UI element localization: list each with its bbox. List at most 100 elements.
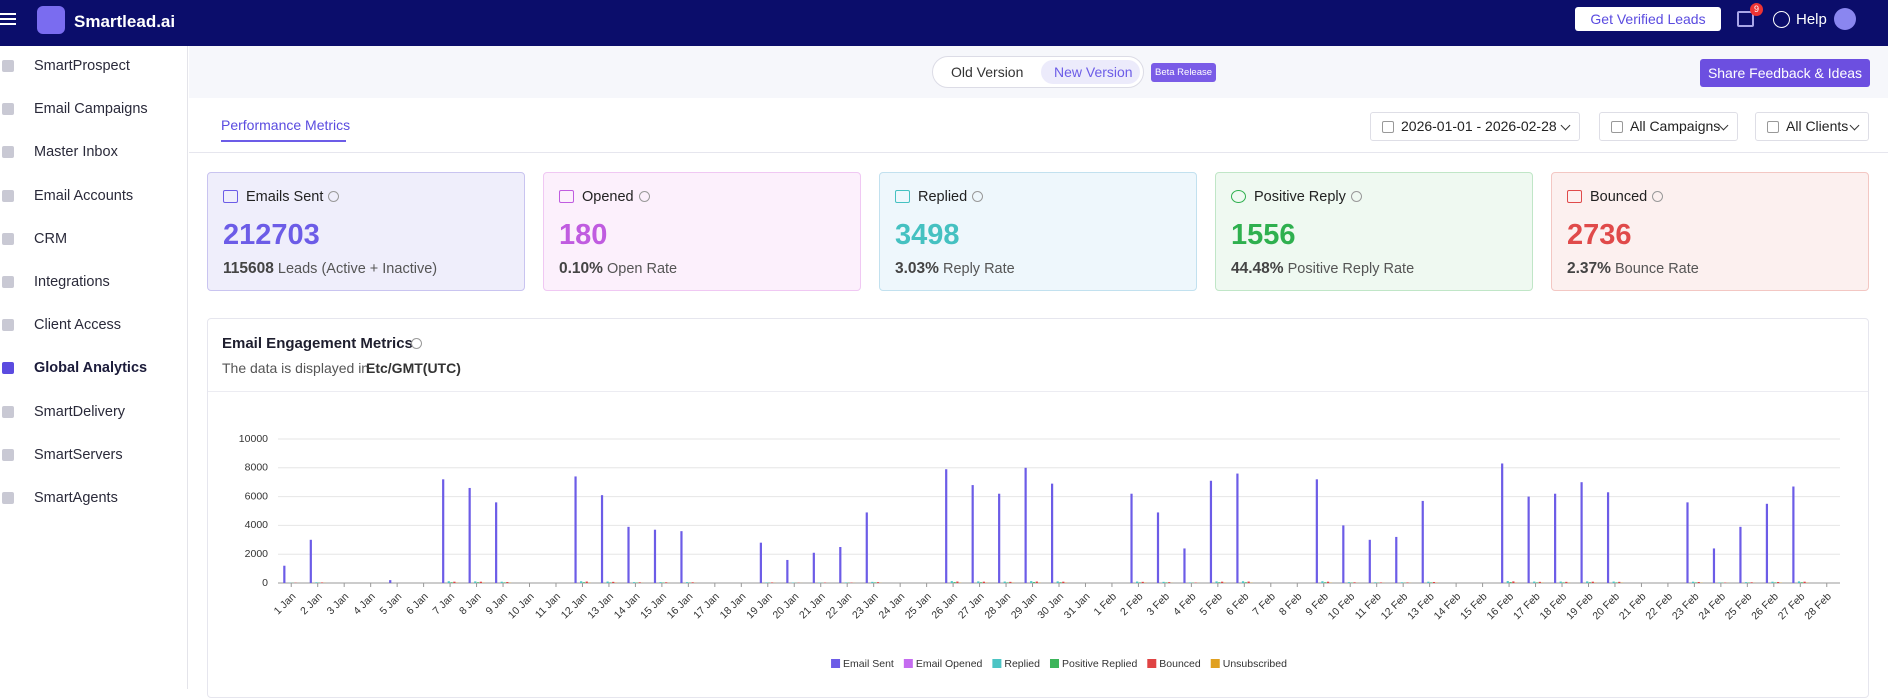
nav-item[interactable]: Email Accounts: [0, 185, 188, 209]
bar: [1766, 504, 1768, 583]
nav-item[interactable]: Global Analytics: [0, 357, 188, 381]
bar: [945, 469, 947, 583]
bar: [1422, 501, 1424, 583]
campaign-filter[interactable]: All Campaigns: [1599, 112, 1738, 141]
avatar[interactable]: [1834, 8, 1856, 30]
get-leads-button[interactable]: Get Verified Leads: [1575, 7, 1721, 31]
old-version[interactable]: Old Version: [951, 64, 1023, 80]
legend-swatch: [1211, 659, 1220, 668]
legend-label: Replied: [1004, 658, 1040, 670]
brand[interactable]: Smartlead.ai: [74, 12, 175, 32]
x-tick-label: 12 Feb: [1379, 590, 1411, 622]
share-button[interactable]: Share Feedback & Ideas: [1700, 59, 1870, 87]
legend-swatch: [992, 659, 1001, 668]
bar: [956, 582, 958, 583]
card-value: 212703: [223, 219, 320, 252]
card-sub-label: Reply Rate: [943, 261, 1015, 277]
new-version[interactable]: New Version: [1054, 64, 1133, 80]
client-filter[interactable]: All Clients: [1755, 112, 1869, 141]
legend-label: Bounced: [1159, 658, 1201, 670]
bar: [310, 540, 312, 583]
info-icon[interactable]: [1351, 191, 1362, 202]
bar: [495, 502, 497, 583]
bar: [1353, 582, 1355, 583]
bar: [983, 582, 985, 583]
card-sub: 115608 Leads (Active + Inactive): [223, 260, 437, 278]
card-label: Positive Reply: [1254, 189, 1362, 205]
bar: [813, 553, 815, 583]
bar: [1210, 481, 1212, 583]
nav-item[interactable]: Client Access: [0, 314, 188, 338]
help-link[interactable]: Help: [1796, 11, 1827, 28]
nav-item[interactable]: SmartServers: [0, 444, 188, 468]
bar: [1586, 581, 1588, 583]
bar: [1536, 582, 1538, 583]
menu-icon: [0, 23, 16, 25]
bar: [954, 582, 956, 583]
bar: [1245, 582, 1247, 583]
info-icon[interactable]: [1652, 191, 1663, 202]
bar: [1695, 582, 1697, 583]
bar: [972, 485, 974, 583]
x-tick-label: 29 Jan: [1009, 590, 1040, 621]
bar: [874, 582, 876, 583]
bar: [580, 581, 582, 583]
bar: [1801, 582, 1803, 583]
bar: [453, 582, 455, 583]
menu-icon[interactable]: [0, 13, 16, 15]
info-icon[interactable]: [639, 191, 650, 202]
bar: [315, 582, 317, 583]
card-value: 2736: [1567, 219, 1632, 252]
info-icon[interactable]: [972, 191, 983, 202]
nav-item[interactable]: SmartDelivery: [0, 401, 188, 425]
x-tick-label: 19 Jan: [744, 590, 775, 621]
legend-label: Email Sent: [843, 658, 894, 670]
nav-icon: [2, 60, 14, 72]
nav-item[interactable]: SmartProspect: [0, 55, 188, 79]
bar: [1533, 582, 1535, 583]
nav-item[interactable]: CRM: [0, 228, 188, 252]
x-tick-label: 23 Feb: [1670, 590, 1702, 622]
card-sub: 3.03% Reply Rate: [895, 260, 1015, 278]
nav-item[interactable]: Integrations: [0, 271, 188, 295]
x-tick-label: 20 Feb: [1590, 590, 1622, 622]
bar: [503, 582, 505, 583]
bar: [1607, 492, 1609, 583]
tab[interactable]: Performance Metrics: [221, 117, 350, 133]
x-tick-label: 26 Feb: [1749, 590, 1781, 622]
date-filter[interactable]: 2026-01-01 - 2026-02-28: [1370, 112, 1580, 141]
bar: [1165, 582, 1167, 583]
info-icon[interactable]: [411, 338, 422, 349]
bar: [1009, 582, 1011, 583]
card-icon: [559, 190, 574, 203]
x-tick-label: 16 Jan: [665, 590, 696, 621]
bar: [980, 582, 982, 583]
bar: [1507, 581, 1509, 583]
bar: [1554, 494, 1556, 583]
info-icon[interactable]: [328, 191, 339, 202]
nav-label: Integrations: [34, 274, 110, 290]
nav-item[interactable]: Master Inbox: [0, 141, 188, 165]
bar: [586, 582, 588, 583]
nav-item[interactable]: SmartAgents: [0, 487, 188, 511]
bar: [1771, 582, 1773, 583]
card-sub-value: 115608: [223, 260, 274, 277]
bar: [1036, 582, 1038, 583]
bar: [1142, 582, 1144, 583]
nav-icon: [2, 103, 14, 115]
x-tick-label: 23 Jan: [850, 590, 881, 621]
logo[interactable]: [37, 6, 65, 34]
nav-icon: [2, 276, 14, 288]
card-sub: 44.48% Positive Reply Rate: [1231, 260, 1414, 278]
x-tick-label: 8 Feb: [1277, 590, 1305, 618]
bar: [321, 582, 323, 583]
card-sub-value: 0.10%: [559, 260, 603, 277]
nav-item[interactable]: Email Campaigns: [0, 98, 188, 122]
bar: [1406, 582, 1408, 583]
help-icon[interactable]: [1773, 11, 1790, 28]
bar: [501, 582, 503, 583]
card-sub-value: 3.03%: [895, 260, 939, 277]
